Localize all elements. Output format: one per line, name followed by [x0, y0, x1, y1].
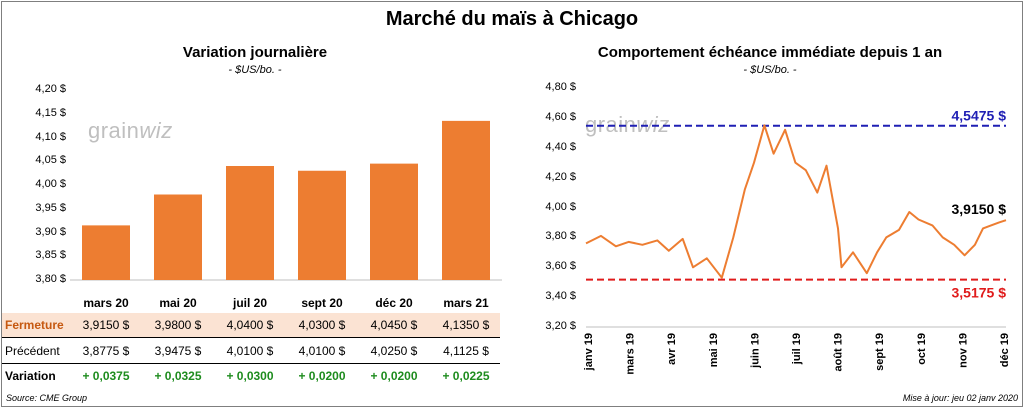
table-cell: 3,8775 $	[82, 344, 130, 358]
bar	[370, 163, 418, 280]
table-cell: + 0,0375	[82, 369, 130, 383]
x-tick-label: juin 19	[749, 333, 761, 369]
bar	[154, 194, 202, 280]
y-tick-label: 4,20 $	[545, 170, 576, 183]
table-cell: + 0,0225	[442, 369, 490, 383]
x-tick-label: avr 19	[666, 333, 678, 365]
source-note: Source: CME Group	[6, 393, 88, 403]
table-cell: 4,1350 $	[442, 318, 490, 332]
x-tick-label: déc 20	[375, 296, 413, 310]
table-cell: 3,9800 $	[154, 318, 202, 332]
table-cell: 4,1125 $	[443, 344, 489, 358]
table-cell: + 0,0325	[154, 369, 202, 383]
bar	[442, 120, 490, 280]
bar	[298, 170, 346, 280]
table-cell: 4,0100 $	[298, 344, 346, 358]
bar	[226, 166, 274, 280]
x-tick-label: juil 19	[791, 333, 803, 365]
price-series-line	[585, 124, 1007, 279]
bar	[82, 225, 130, 280]
y-tick-label: 4,00 $	[35, 178, 66, 190]
table-cell: 4,0250 $	[370, 344, 418, 358]
last-value-label: 3,9150 $	[952, 201, 1007, 217]
table-cell: + 0,0300	[226, 369, 274, 383]
y-tick-label: 3,95 $	[35, 201, 66, 214]
grainwiz-logo: grainwiz	[88, 118, 173, 143]
x-tick-label: mars 21	[443, 296, 489, 310]
table-cell: 3,9150 $	[82, 318, 130, 332]
y-tick-label: 4,80 $	[545, 81, 576, 93]
bar-chart-title: Variation journalière	[182, 44, 328, 61]
y-tick-label: 4,00 $	[545, 200, 576, 213]
table-divider	[2, 337, 500, 338]
table-cell: 4,0450 $	[370, 318, 418, 332]
y-tick-label: 3,20 $	[545, 320, 576, 332]
table-cell: + 0,0200	[298, 369, 346, 383]
bar-chart	[70, 120, 502, 281]
y-tick-label: 3,80 $	[35, 273, 66, 285]
x-tick-label: juil 20	[232, 296, 267, 310]
table-row-label: Précédent	[5, 344, 60, 358]
y-tick-label: 3,40 $	[545, 290, 576, 303]
x-tick-label: oct 19	[916, 333, 928, 365]
grainwiz-logo-2: grainwiz	[585, 112, 670, 137]
y-tick-label: 3,80 $	[545, 230, 576, 243]
line-chart-unit: - $US/bo. -	[743, 64, 797, 76]
y-tick-label: 4,60 $	[545, 110, 576, 123]
line-chart-title: Comportement échéance immédiate depuis 1…	[597, 44, 943, 61]
y-tick-label: 3,60 $	[545, 260, 576, 273]
y-tick-label: 4,15 $	[35, 106, 66, 119]
x-tick-label: sept 20	[301, 296, 343, 310]
x-tick-label: août 19	[833, 333, 845, 372]
table-cell: 4,0300 $	[298, 318, 346, 332]
x-tick-label: mars 20	[83, 296, 129, 310]
line-chart: janv 19 mars 19 avr 19 mai 19 juin 19 juil 19…	[583, 108, 1011, 375]
y-tick-label: 3,90 $	[35, 225, 66, 238]
x-tick-label: mai 19	[708, 333, 720, 367]
fermeture-row-bg	[2, 313, 500, 337]
y-tick-label: 4,10 $	[35, 130, 66, 143]
page-title: Marché du maïs à Chicago	[385, 8, 639, 30]
low-reference-label: 3,5175 $	[952, 285, 1007, 301]
table-divider	[2, 363, 500, 364]
x-tick-label: déc 19	[999, 333, 1011, 367]
table-cell: 4,0100 $	[226, 344, 274, 358]
x-tick-label: janv 19	[583, 333, 595, 371]
table-cell: 4,0400 $	[226, 318, 274, 332]
x-tick-label: nov 19	[957, 333, 969, 368]
update-note: Mise à jour: jeu 02 janv 2020	[902, 393, 1018, 403]
x-tick-label: mai 20	[159, 296, 197, 310]
y-tick-label: 4,05 $	[35, 154, 66, 167]
x-tick-label: mars 19	[625, 333, 637, 375]
y-tick-label: 3,85 $	[35, 249, 66, 262]
y-tick-label: 4,40 $	[545, 140, 576, 153]
table-row-label: Fermeture	[5, 318, 64, 332]
bar-chart-unit: - $US/bo. -	[228, 64, 282, 76]
y-tick-label: 4,20 $	[35, 83, 66, 95]
table-row-label: Variation	[5, 369, 56, 383]
high-reference-label: 4,5475 $	[952, 108, 1007, 124]
table-cell: + 0,0200	[370, 369, 418, 383]
x-tick-label: sept 19	[874, 333, 886, 371]
table-cell: 3,9475 $	[154, 344, 202, 358]
